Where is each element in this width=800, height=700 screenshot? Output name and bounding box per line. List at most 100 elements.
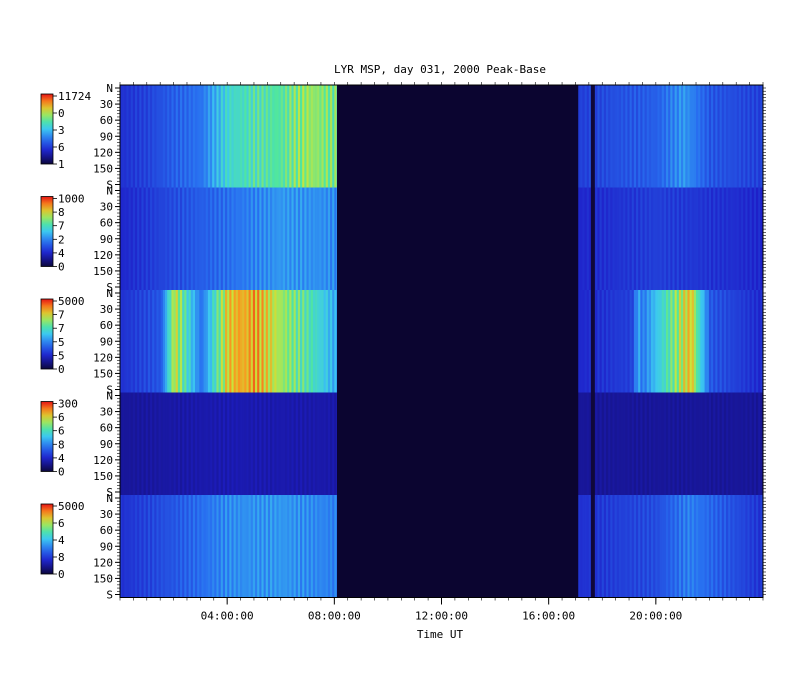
heat-column xyxy=(265,290,269,393)
heat-column xyxy=(184,290,187,393)
y-tick-label: 90 xyxy=(100,335,113,348)
heat-column xyxy=(158,85,162,188)
heat-column xyxy=(631,290,635,393)
heat-column xyxy=(325,85,329,188)
y-tick-label: 60 xyxy=(100,422,113,435)
heat-column xyxy=(653,85,656,188)
heat-column xyxy=(190,187,194,290)
heat-column xyxy=(171,495,174,598)
colorbar-label: 7 xyxy=(58,309,65,322)
heat-column xyxy=(715,85,718,188)
heat-column xyxy=(691,495,695,598)
heat-column xyxy=(246,187,249,290)
heat-column xyxy=(259,495,262,598)
heat-column xyxy=(186,290,189,393)
heat-column xyxy=(267,495,271,598)
heat-column xyxy=(147,187,151,290)
colorbar-label: 6 xyxy=(58,141,65,154)
heat-column xyxy=(212,290,215,393)
heat-column xyxy=(171,290,174,393)
heat-column xyxy=(614,290,618,393)
heat-column xyxy=(728,392,731,495)
heat-column xyxy=(721,85,725,188)
heat-column xyxy=(644,392,648,495)
heat-column xyxy=(276,290,279,393)
heat-column xyxy=(646,392,650,495)
heat-column xyxy=(222,85,226,188)
heat-column xyxy=(317,290,320,393)
heat-column xyxy=(229,85,232,188)
heat-column xyxy=(713,85,716,188)
heat-column xyxy=(651,187,654,290)
heat-column xyxy=(162,85,166,188)
heat-column xyxy=(719,495,723,598)
heat-column xyxy=(210,495,213,598)
heat-column xyxy=(218,290,222,393)
heat-column xyxy=(272,290,275,393)
heat-column xyxy=(584,392,588,495)
heat-column xyxy=(661,187,665,290)
heat-column xyxy=(687,85,690,188)
heat-column xyxy=(201,85,204,188)
heat-column xyxy=(597,495,600,598)
heat-column xyxy=(261,187,264,290)
heat-column xyxy=(306,495,310,598)
heat-column xyxy=(248,85,252,188)
heat-column xyxy=(205,85,209,188)
heat-column xyxy=(263,290,267,393)
heat-column xyxy=(182,290,185,393)
data-gap xyxy=(337,392,579,495)
heat-column xyxy=(756,187,759,290)
heat-column xyxy=(631,187,635,290)
heat-column xyxy=(235,392,239,495)
heat-column xyxy=(663,495,667,598)
heat-column xyxy=(317,392,320,495)
heat-column xyxy=(165,85,168,188)
heat-column xyxy=(169,85,172,188)
heat-column xyxy=(169,187,172,290)
heat-column xyxy=(233,290,237,393)
heat-column xyxy=(683,495,686,598)
heat-column xyxy=(158,290,162,393)
colorbar-label: 8 xyxy=(58,206,65,219)
heat-column xyxy=(623,290,626,393)
heat-column xyxy=(713,187,716,290)
heat-column xyxy=(614,187,618,290)
heat-column xyxy=(250,85,254,188)
heat-column xyxy=(603,392,607,495)
heat-column xyxy=(633,495,637,598)
heat-column xyxy=(300,85,303,188)
heat-column xyxy=(227,187,230,290)
heat-column xyxy=(674,85,678,188)
heat-column xyxy=(212,187,215,290)
heat-column xyxy=(588,85,592,188)
heat-column xyxy=(190,392,194,495)
heat-column xyxy=(173,85,177,188)
heat-column xyxy=(698,392,701,495)
heat-column xyxy=(736,392,740,495)
heat-column xyxy=(287,392,290,495)
heat-column xyxy=(734,495,738,598)
heat-column xyxy=(289,392,292,495)
heat-column xyxy=(651,290,654,393)
heat-column xyxy=(252,495,256,598)
heat-column xyxy=(295,187,299,290)
heat-column xyxy=(336,187,338,290)
heat-column xyxy=(597,85,600,188)
heat-column xyxy=(588,392,592,495)
heat-column xyxy=(130,495,134,598)
heat-column xyxy=(216,495,219,598)
heat-column xyxy=(216,290,219,393)
heat-column xyxy=(124,187,127,290)
heat-column xyxy=(704,495,708,598)
heat-column xyxy=(302,392,305,495)
heat-column xyxy=(141,392,144,495)
colorbar-label: 5000 xyxy=(58,295,85,308)
heat-column xyxy=(225,495,228,598)
heat-column xyxy=(289,85,292,188)
heat-column xyxy=(674,392,678,495)
heat-column xyxy=(683,290,686,393)
heat-column xyxy=(124,495,127,598)
colorbar-label: 7 xyxy=(58,322,65,335)
colorbar-label: 4 xyxy=(58,247,65,260)
